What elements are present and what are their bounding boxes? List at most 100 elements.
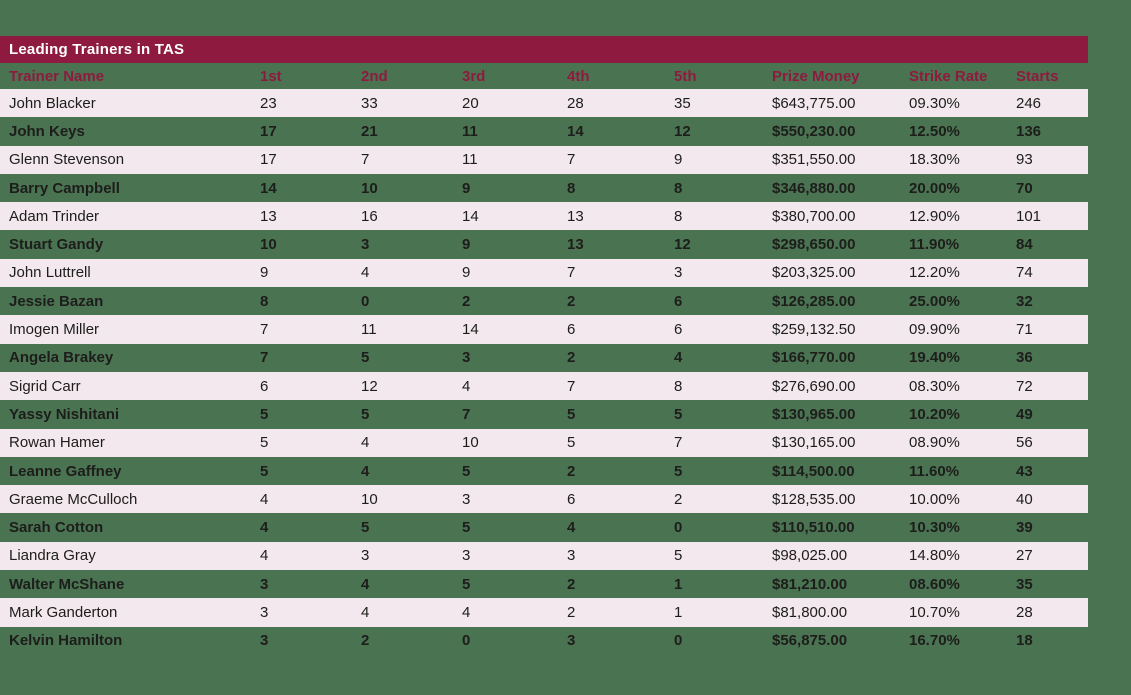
value-cell: 17	[260, 122, 277, 140]
value-cell: 84	[1016, 236, 1033, 254]
value-cell: 5	[260, 434, 269, 452]
trainer-name-cell: John Luttrell	[9, 264, 91, 282]
value-cell: 5	[674, 405, 683, 423]
value-cell: 5	[361, 405, 370, 423]
value-cell: 10.30%	[909, 519, 960, 537]
value-cell: 10	[260, 236, 277, 254]
value-cell: 13	[567, 207, 584, 225]
table-row: Rowan Hamer 5 4 10 5 7 $130,165.00 08.90% 56	[0, 428, 1088, 457]
trainer-name-cell: Yassy Nishitani	[9, 405, 120, 423]
table-row: Sarah Cotton 4 5 5 4 0 $110,510.00 10.30% 39	[0, 513, 1088, 541]
value-cell: 09.90%	[909, 321, 960, 339]
value-cell: 5	[361, 519, 370, 537]
value-cell: 74	[1016, 264, 1033, 282]
value-cell: 2	[567, 575, 576, 593]
trainer-name-cell: Stuart Gandy	[9, 236, 104, 254]
value-cell: 4	[462, 377, 471, 395]
value-cell: 6	[567, 490, 576, 508]
table-row: Yassy Nishitani 5 5 7 5 5 $130,965.00 10.20% 49	[0, 400, 1088, 428]
value-cell: 4	[260, 490, 269, 508]
value-cell: 7	[462, 405, 471, 423]
value-cell: 08.60%	[909, 575, 960, 593]
value-cell: 9	[462, 179, 471, 197]
column-header-5th: 5th	[674, 67, 697, 85]
table-title: Leading Trainers in TAS	[9, 41, 185, 58]
value-cell: 246	[1016, 94, 1042, 112]
value-cell: 71	[1016, 321, 1033, 339]
value-cell: 12.50%	[909, 122, 960, 140]
table-row: Kelvin Hamilton 3 2 0 3 0 $56,875.00 16.70% 18	[0, 627, 1088, 655]
table-row: Sigrid Carr 6 12 4 7 8 $276,690.00 08.30% 72	[0, 371, 1088, 401]
value-cell: 101	[1016, 207, 1042, 225]
value-cell: 35	[1016, 575, 1033, 593]
trainer-name-cell: Rowan Hamer	[9, 434, 105, 452]
value-cell: 19.40%	[909, 349, 960, 367]
value-cell: $298,650.00	[772, 236, 856, 254]
value-cell: 17	[260, 151, 277, 169]
value-cell: $56,875.00	[772, 632, 848, 650]
value-cell: $114,500.00	[772, 462, 855, 480]
trainer-name-cell: Mark Ganderton	[9, 603, 118, 621]
table-row: Graeme McCulloch 4 10 3 6 2 $128,535.00 10.00% 4…	[0, 485, 1088, 514]
table-body: John Blacker 23 33 20 28 35 $643,775.00 09.30% 2…	[0, 89, 1088, 655]
value-cell: 7	[361, 151, 370, 169]
value-cell: 7	[260, 321, 269, 339]
value-cell: 11	[462, 122, 478, 140]
value-cell: 28	[1016, 603, 1033, 621]
table-row: Mark Ganderton 3 4 4 2 1 $81,800.00 10.70% 28	[0, 598, 1088, 627]
value-cell: 5	[674, 462, 683, 480]
value-cell: 5	[260, 462, 269, 480]
value-cell: 10.00%	[909, 490, 960, 508]
value-cell: 6	[674, 321, 683, 339]
value-cell: 4	[361, 603, 370, 621]
table-title-bar: Leading Trainers in TAS	[0, 36, 1088, 63]
value-cell: 13	[567, 236, 584, 254]
value-cell: 2	[567, 349, 576, 367]
value-cell: 14	[462, 321, 479, 339]
table-row: Stuart Gandy 10 3 9 13 12 $298,650.00 11.90% 84	[0, 230, 1088, 258]
value-cell: 20.00%	[909, 179, 960, 197]
value-cell: 27	[1016, 547, 1033, 565]
value-cell: 3	[260, 632, 269, 650]
trainer-name-cell: Glenn Stevenson	[9, 151, 125, 169]
value-cell: 56	[1016, 434, 1033, 452]
value-cell: 4	[361, 264, 370, 282]
value-cell: 7	[567, 151, 576, 169]
value-cell: 3	[462, 490, 471, 508]
value-cell: 3	[260, 603, 269, 621]
value-cell: 12	[674, 122, 691, 140]
trainer-name-cell: Leanne Gaffney	[9, 462, 122, 480]
value-cell: 5	[567, 434, 576, 452]
value-cell: 10.70%	[909, 603, 960, 621]
value-cell: 33	[361, 94, 378, 112]
value-cell: $98,025.00	[772, 547, 848, 565]
value-cell: 16	[361, 207, 378, 225]
value-cell: 2	[674, 490, 683, 508]
trainer-name-cell: Angela Brakey	[9, 349, 114, 367]
value-cell: 6	[567, 321, 576, 339]
value-cell: $643,775.00	[772, 94, 856, 112]
value-cell: $166,770.00	[772, 349, 856, 367]
column-header-strike-rate: Strike Rate	[909, 67, 988, 85]
table-row: Liandra Gray 4 3 3 3 5 $98,025.00 14.80% 27	[0, 541, 1088, 571]
trainer-name-cell: John Blacker	[9, 94, 96, 112]
value-cell: 11	[361, 321, 377, 339]
value-cell: 136	[1016, 122, 1042, 140]
value-cell: 14	[462, 207, 479, 225]
leading-trainers-table: Leading Trainers in TAS Trainer Name 1st 2…	[0, 36, 1088, 655]
value-cell: 39	[1016, 519, 1033, 537]
trainer-name-cell: Imogen Miller	[9, 321, 100, 339]
value-cell: 0	[674, 632, 683, 650]
value-cell: 3	[462, 547, 471, 565]
value-cell: 9	[462, 236, 471, 254]
value-cell: 28	[567, 94, 584, 112]
value-cell: 0	[674, 519, 683, 537]
table-row: John Keys 17 21 11 14 12 $550,230.00 12.50% 136	[0, 117, 1088, 145]
value-cell: 6	[260, 377, 269, 395]
trainer-name-cell: Jessie Bazan	[9, 292, 104, 310]
value-cell: 3	[567, 632, 576, 650]
value-cell: 9	[260, 264, 269, 282]
table-row: John Blacker 23 33 20 28 35 $643,775.00 09.30% 2…	[0, 89, 1088, 118]
value-cell: 0	[361, 292, 370, 310]
